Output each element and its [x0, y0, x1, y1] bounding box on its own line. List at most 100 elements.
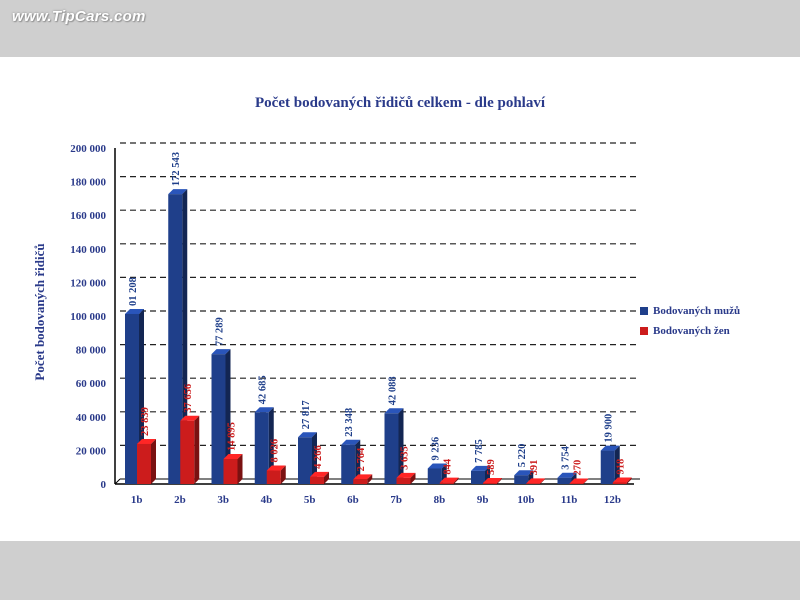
data-label: 844	[443, 458, 454, 475]
bar-men	[254, 412, 269, 484]
legend-label-women: Bodovaných žen	[653, 325, 730, 337]
data-label: 3 635	[400, 446, 411, 470]
x-tick-label: 10b	[517, 494, 534, 506]
bar-men	[298, 437, 312, 484]
x-tick-label: 4b	[261, 494, 273, 506]
chart-legend: Bodovaných mužů Bodovaných žen	[640, 301, 740, 341]
data-label: 37 656	[183, 384, 194, 413]
data-label: 8 026	[270, 439, 281, 463]
y-tick-label: 20 000	[76, 445, 107, 457]
bar-men	[125, 313, 139, 484]
bar-top-face	[557, 472, 577, 478]
x-tick-label: 7b	[390, 494, 402, 506]
y-tick-label: 80 000	[76, 345, 107, 357]
bar-men	[341, 444, 356, 484]
bar-top-face	[396, 472, 416, 478]
bar-side-face	[280, 465, 286, 484]
bar-women	[483, 483, 497, 484]
bar-side-face	[583, 478, 589, 484]
bar-side-face	[367, 474, 373, 484]
bar-top-face	[439, 477, 459, 483]
y-tick-label: 120 000	[70, 277, 106, 289]
data-label: 14 895	[227, 422, 238, 451]
bar-women	[526, 483, 541, 484]
bar-top-face	[569, 478, 589, 484]
data-label: 23 839	[140, 407, 151, 436]
bar-men	[514, 475, 529, 484]
data-label: 172 543	[171, 152, 182, 186]
bar-top-face	[427, 463, 447, 469]
x-tick-label: 6b	[347, 494, 359, 506]
bar-women	[439, 482, 454, 484]
data-label: 3 754	[561, 445, 572, 469]
bar-women	[223, 458, 238, 484]
bar-top-face	[137, 438, 156, 444]
bar-side-face	[497, 478, 502, 484]
top-gray-band	[0, 0, 800, 57]
x-tick-label: 9b	[477, 494, 489, 506]
bar-top-face	[266, 465, 286, 471]
bar-side-face	[410, 472, 416, 484]
bar-men	[600, 450, 615, 484]
bar-side-face	[182, 189, 188, 485]
bottom-gray-band	[0, 541, 800, 600]
x-tick-label: 3b	[217, 494, 229, 506]
bar-women	[180, 420, 195, 484]
bar-side-face	[453, 477, 459, 484]
bar-top-face	[254, 407, 274, 413]
data-label: 19 900	[604, 414, 615, 443]
bar-top-face	[180, 415, 200, 421]
bar-men	[211, 354, 226, 484]
bar-men	[427, 468, 442, 484]
bar-men	[471, 470, 485, 484]
y-tick-label: 180 000	[70, 177, 106, 189]
bar-side-face	[194, 415, 200, 484]
bar-top-face	[384, 408, 404, 414]
bar-side-face	[324, 471, 329, 484]
data-label: 391	[529, 460, 540, 476]
x-tick-label: 8b	[434, 494, 446, 506]
bar-top-face	[298, 432, 317, 438]
legend-swatch-women	[640, 327, 648, 335]
data-label: 42 685	[258, 375, 269, 404]
watermark-logo: www.TipCars.com	[12, 8, 146, 25]
bar-women	[137, 443, 151, 484]
bar-top-face	[600, 445, 620, 451]
bar-side-face	[237, 453, 243, 484]
bar-top-face	[514, 470, 534, 476]
y-tick-label: 140 000	[70, 244, 106, 256]
y-tick-label: 160 000	[70, 210, 106, 222]
x-tick-label: 12b	[604, 494, 621, 506]
x-tick-label: 11b	[561, 494, 578, 506]
y-tick-label: 40 000	[76, 412, 107, 424]
bar-top-face	[223, 453, 243, 459]
bar-side-face	[268, 407, 274, 484]
data-label: 42 088	[388, 376, 399, 405]
bar-top-face	[526, 478, 546, 484]
data-label: 270	[573, 460, 584, 476]
bar-top-face	[471, 465, 490, 471]
bar-top-face	[125, 308, 144, 314]
legend-label-men: Bodovaných mužů	[653, 305, 741, 317]
data-label: 23 348	[344, 408, 355, 437]
y-tick-label: 0	[101, 479, 107, 491]
data-label: 589	[486, 459, 497, 475]
data-label: 7 785	[474, 439, 485, 463]
bar-women	[310, 476, 324, 484]
bar-side-face	[614, 445, 620, 484]
bar-top-face	[612, 477, 632, 483]
bar-side-face	[225, 349, 231, 484]
data-label: 01 208	[128, 277, 139, 306]
bar-top-face	[310, 471, 329, 477]
data-label: 2 764	[356, 447, 367, 471]
bar-side-face	[355, 439, 361, 484]
bar-women	[612, 482, 627, 484]
bar-men	[557, 477, 572, 484]
data-label: 918	[616, 459, 627, 475]
data-label: 77 289	[215, 317, 226, 346]
bar-top-face	[483, 478, 502, 484]
bar-side-face	[151, 438, 156, 484]
y-tick-label: 100 000	[70, 311, 106, 323]
x-tick-label: 5b	[304, 494, 316, 506]
bar-men	[384, 413, 399, 484]
